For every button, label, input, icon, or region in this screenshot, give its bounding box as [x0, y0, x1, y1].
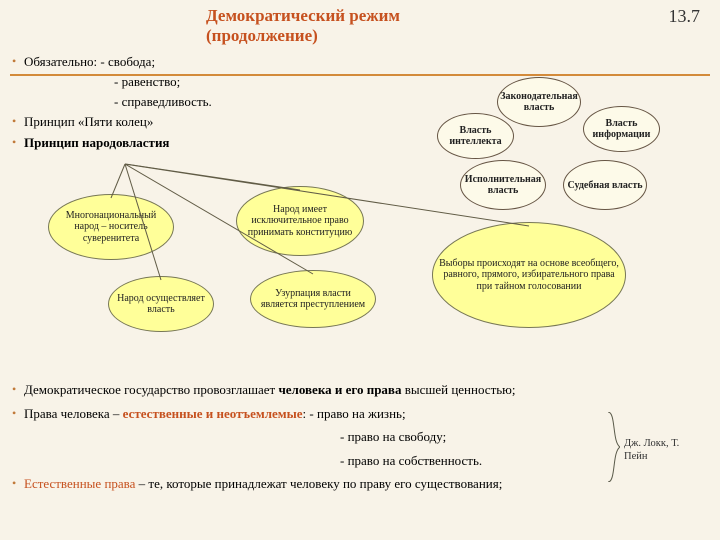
- ellipse-e5: Выборы происходят на основе всеобщего, р…: [432, 222, 626, 328]
- bullet-people-power: Принцип народовластия: [10, 133, 400, 153]
- brace-icon: [606, 412, 620, 482]
- ring-intel: Власть интеллекта: [437, 113, 514, 159]
- ellipse-e1: Многонациональный народ – носитель сувер…: [48, 194, 174, 260]
- lower-2-s2: - право на собственность.: [10, 451, 630, 471]
- lower-3: Естественные права – те, которые принадл…: [10, 474, 630, 494]
- slide-number: 13.7: [669, 6, 701, 27]
- brace-label: Дж. Локк, Т. Пейн: [624, 438, 704, 463]
- ring-info: Власть информации: [583, 106, 660, 152]
- obl-c: - справедливость.: [10, 92, 400, 112]
- top-bullets: Обязательно: - свобода; - равенство; - с…: [10, 52, 400, 153]
- ellipse-e4: Узурпация власти является преступлением: [250, 270, 376, 328]
- l3a: Естественные права: [24, 476, 135, 491]
- lower-bullets: Демократическое государство провозглашае…: [10, 380, 630, 498]
- slide-title: Демократический режим (продолжение): [206, 6, 400, 45]
- l3b: – те, которые принадлежат человеку по пр…: [135, 476, 502, 491]
- people-power-label: Принцип народовластия: [24, 135, 169, 150]
- slide-header: Демократический режим (продолжение) 13.7: [0, 6, 720, 45]
- ring-legis: Законодательная власть: [497, 77, 581, 127]
- ellipse-e2: Народ осуществляет власть: [108, 276, 214, 332]
- obl-a: - свобода;: [100, 54, 155, 69]
- ellipse-e3: Народ имеет исключительное право принима…: [236, 186, 364, 256]
- l2c: : - право на жизнь;: [303, 406, 406, 421]
- obligatory-prefix: Обязательно:: [24, 54, 100, 69]
- l1a: Демократическое государство провозглашае…: [24, 382, 278, 397]
- title-line-2: (продолжение): [206, 26, 318, 45]
- ring-jud: Судебная власть: [563, 160, 647, 210]
- l2a: Права человека –: [24, 406, 123, 421]
- bullet-obligatory: Обязательно: - свобода;: [10, 52, 400, 72]
- obl-b: - равенство;: [10, 72, 400, 92]
- ring-exec: Исполнительная власть: [460, 160, 546, 210]
- title-line-1: Демократический режим: [206, 6, 400, 25]
- bullet-five-rings: Принцип «Пяти колец»: [10, 112, 400, 132]
- l1c: высшей ценностью;: [401, 382, 515, 397]
- lower-1: Демократическое государство провозглашае…: [10, 380, 630, 400]
- l2b: естественные и неотъемлемые: [123, 406, 303, 421]
- lower-2: Права человека – естественные и неотъемл…: [10, 404, 630, 424]
- lower-2-s1: - право на свободу;: [10, 427, 630, 447]
- l1b: человека и его права: [278, 382, 401, 397]
